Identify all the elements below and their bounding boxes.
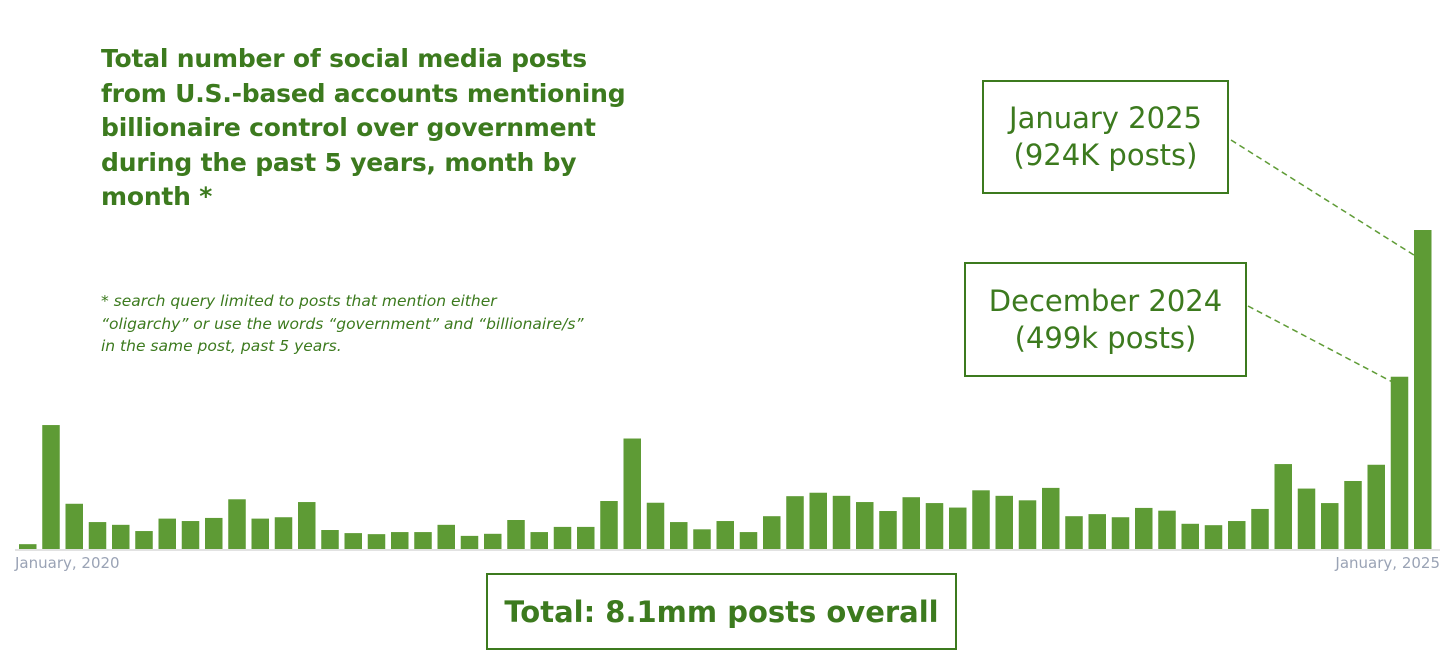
bar-35	[832, 495, 851, 549]
bar-38	[902, 497, 920, 549]
bar-50	[1181, 523, 1199, 549]
total-posts-box: Total: 8.1mm posts overall	[486, 573, 957, 650]
bar-46	[1088, 514, 1106, 549]
bar-51	[1204, 525, 1223, 549]
bar-59	[1390, 376, 1409, 549]
bar-11	[274, 517, 293, 549]
bar-41	[972, 490, 990, 549]
annotation-jan2025: January 2025 (924K posts)	[982, 80, 1229, 194]
bar-48	[1135, 507, 1153, 549]
bar-2	[65, 503, 83, 549]
bar-60	[1414, 230, 1432, 549]
annotation-leader-dec2024	[1247, 305, 1401, 387]
bar-22	[530, 532, 548, 549]
annotation-jan2025-line2: (924K posts)	[1013, 138, 1198, 172]
bar-31	[739, 532, 758, 549]
bar-47	[1111, 517, 1130, 549]
bar-20	[484, 533, 502, 549]
bar-58	[1367, 464, 1385, 549]
annotation-dec2024: December 2024 (499k posts)	[964, 262, 1247, 377]
bar-21	[507, 520, 525, 549]
annotation-dec2024-line1: December 2024	[988, 283, 1223, 318]
bar-53	[1251, 508, 1269, 549]
bar-23	[553, 526, 572, 549]
bar-8	[205, 517, 223, 549]
bar-57	[1344, 480, 1362, 549]
annotation-leader-jan2025	[1230, 139, 1426, 263]
bar-7	[181, 521, 200, 549]
bar-32	[763, 516, 781, 549]
bar-26	[623, 438, 641, 549]
bar-40	[949, 507, 967, 549]
bar-54	[1274, 464, 1292, 549]
annotation-jan2025-line1: January 2025	[1009, 101, 1202, 135]
bar-28	[670, 522, 688, 549]
bar-5	[135, 531, 153, 549]
bar-34	[809, 492, 827, 549]
bar-12	[298, 502, 316, 549]
bar-4	[112, 524, 130, 549]
bar-39	[925, 503, 944, 549]
bar-42	[995, 495, 1013, 549]
bars-group	[19, 230, 1432, 549]
bar-30	[716, 521, 734, 549]
bar-1	[42, 425, 60, 549]
x-axis-start-label: January, 2020	[14, 554, 120, 572]
bar-43	[1018, 500, 1037, 549]
bar-37	[879, 511, 897, 549]
bar-49	[1158, 510, 1176, 549]
bar-52	[1228, 521, 1246, 549]
bar-0	[19, 544, 37, 549]
x-axis-end-label: January, 2025	[1334, 554, 1440, 572]
bar-44	[1042, 487, 1060, 549]
bar-3	[88, 522, 107, 549]
bar-15	[367, 534, 386, 549]
bar-17	[414, 532, 432, 549]
bar-36	[856, 502, 874, 549]
bar-16	[391, 532, 409, 549]
bar-14	[344, 533, 362, 549]
bar-55	[1297, 488, 1316, 549]
bar-45	[1065, 516, 1083, 549]
bar-18	[437, 524, 455, 549]
bar-25	[600, 501, 618, 549]
bar-9	[228, 499, 246, 549]
bar-56	[1321, 503, 1339, 549]
bar-33	[786, 496, 804, 549]
bar-24	[577, 526, 595, 549]
chart-footnote: * search query limited to posts that men…	[101, 292, 584, 355]
bar-27	[646, 502, 665, 549]
chart-title: Total number of social media posts from …	[101, 44, 626, 211]
bar-19	[460, 535, 479, 549]
annotation-dec2024-line2: (499k posts)	[1014, 320, 1197, 355]
bar-13	[321, 530, 339, 549]
bar-10	[251, 518, 269, 549]
bar-6	[158, 518, 176, 549]
total-posts-label: Total: 8.1mm posts overall	[504, 594, 939, 629]
bar-29	[693, 529, 711, 549]
